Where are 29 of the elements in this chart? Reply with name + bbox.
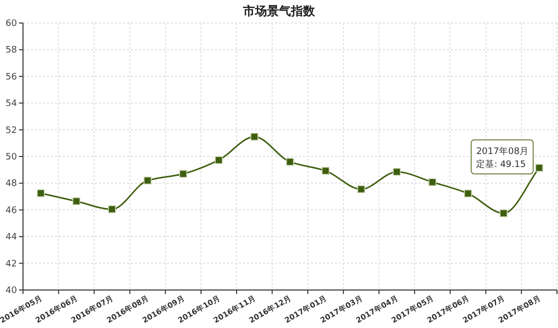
- annotation: 2017年08月: [476, 146, 529, 157]
- y-tick-label: 54: [6, 99, 18, 110]
- point: [286, 158, 294, 166]
- point: [357, 185, 366, 194]
- point: [535, 164, 544, 172]
- point: [500, 209, 508, 218]
- point: [428, 178, 436, 186]
- point: [144, 176, 152, 184]
- point: [108, 205, 116, 214]
- point: [36, 189, 45, 198]
- point: [179, 170, 188, 178]
- point: [250, 132, 258, 141]
- point: [214, 156, 223, 164]
- point: [392, 168, 401, 176]
- y-tick-label: 40: [6, 286, 18, 296]
- y-tick-label: 48: [6, 179, 18, 190]
- y-tick-label: 58: [6, 46, 18, 56]
- chart-title: 市场景气指数: [242, 4, 316, 18]
- y-tick-label: 60: [6, 19, 18, 29]
- y-tick-label: 50: [6, 152, 18, 162]
- point: [322, 166, 330, 175]
- point: [72, 197, 80, 206]
- y-tick-label: 56: [6, 72, 18, 82]
- point: [464, 190, 472, 198]
- y-tick-label: 42: [6, 259, 17, 270]
- annotation: 定基: 49.15: [476, 158, 526, 170]
- y-tick-label: 52: [6, 126, 17, 136]
- y-tick-label: 44: [6, 232, 18, 243]
- y-tick-label: 46: [6, 206, 18, 216]
